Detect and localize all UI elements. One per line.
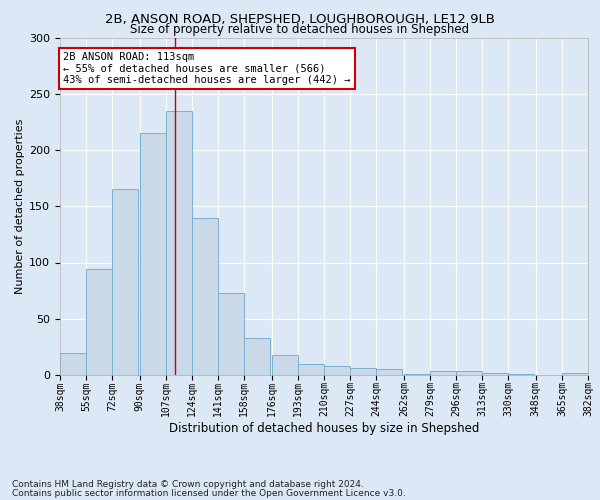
Bar — [562, 373, 588, 375]
Y-axis label: Number of detached properties: Number of detached properties — [15, 118, 25, 294]
Bar — [430, 370, 456, 375]
Text: 2B, ANSON ROAD, SHEPSHED, LOUGHBOROUGH, LE12 9LB: 2B, ANSON ROAD, SHEPSHED, LOUGHBOROUGH, … — [105, 12, 495, 26]
Text: Contains public sector information licensed under the Open Government Licence v3: Contains public sector information licen… — [12, 488, 406, 498]
Text: 2B ANSON ROAD: 113sqm
← 55% of detached houses are smaller (566)
43% of semi-det: 2B ANSON ROAD: 113sqm ← 55% of detached … — [63, 52, 350, 86]
Bar — [218, 293, 244, 375]
Bar — [86, 269, 112, 375]
X-axis label: Distribution of detached houses by size in Shepshed: Distribution of detached houses by size … — [169, 422, 479, 435]
Bar — [244, 338, 270, 375]
Bar — [350, 368, 376, 375]
Bar — [456, 370, 482, 375]
Bar — [298, 364, 324, 375]
Bar — [324, 366, 350, 375]
Bar — [404, 374, 430, 375]
Bar — [272, 355, 298, 375]
Bar — [60, 352, 86, 375]
Bar — [482, 373, 508, 375]
Bar — [508, 374, 534, 375]
Bar — [192, 218, 218, 375]
Bar — [376, 370, 402, 375]
Text: Size of property relative to detached houses in Shepshed: Size of property relative to detached ho… — [130, 22, 470, 36]
Bar — [112, 190, 138, 375]
Text: Contains HM Land Registry data © Crown copyright and database right 2024.: Contains HM Land Registry data © Crown c… — [12, 480, 364, 489]
Bar — [166, 110, 192, 375]
Bar — [140, 133, 166, 375]
